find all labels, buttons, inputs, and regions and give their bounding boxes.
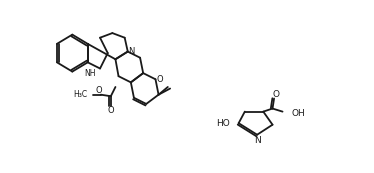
- Text: O: O: [96, 86, 102, 95]
- Text: N: N: [128, 47, 134, 56]
- Text: O: O: [272, 90, 279, 99]
- Text: OH: OH: [292, 109, 306, 118]
- Text: O: O: [156, 75, 163, 84]
- Text: NH: NH: [84, 69, 96, 78]
- Text: H₃C: H₃C: [73, 90, 87, 99]
- Text: N: N: [254, 136, 261, 145]
- Text: HO: HO: [216, 119, 229, 128]
- Text: O: O: [107, 106, 114, 115]
